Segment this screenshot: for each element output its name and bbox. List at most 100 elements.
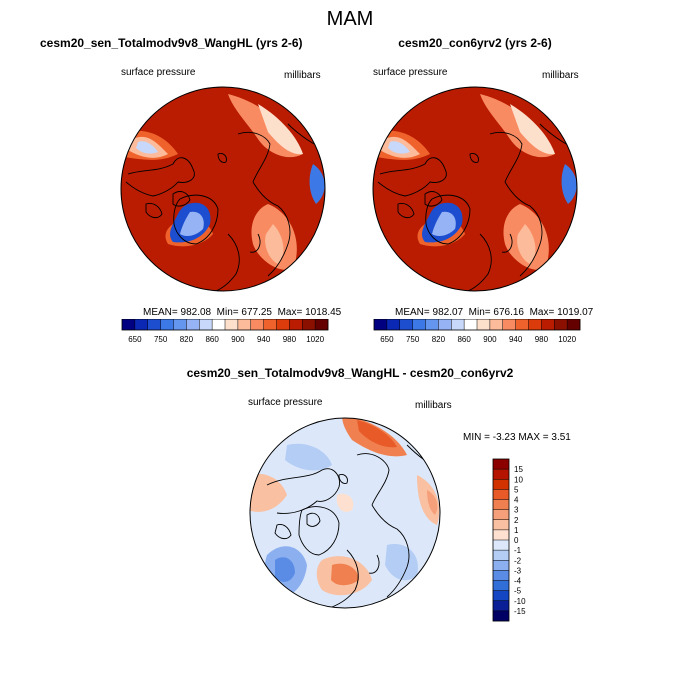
panel-3-field-positive-right-core	[427, 490, 438, 515]
panel-1-field-light	[265, 224, 284, 264]
panel-2-max-value: 1019.07	[557, 307, 594, 318]
panel-2-colorbar-swatch	[567, 319, 581, 330]
panel-1-title: cesm20_sen_Totalmodv9v8_WangHL (yrs 2-6)	[40, 36, 303, 50]
panel-1-stats: MEAN= 982.08 Min= 677.25 Max= 1018.45	[143, 307, 341, 318]
panel-1-mean-label: MEAN=	[143, 307, 178, 318]
panel-2-units-label: millibars	[542, 70, 579, 81]
panel-1-variable-label: surface pressure	[121, 67, 196, 78]
panel-1-colorbar-label: 1020	[306, 335, 324, 344]
panel-3-colorbar-label: -15	[514, 607, 526, 616]
panel-2-colorbar-swatch	[425, 319, 439, 330]
panel-3-colorbar-swatch	[493, 560, 509, 571]
panel-2-colorbar-swatch	[502, 319, 516, 330]
panel-2-colorbar-swatch	[541, 319, 555, 330]
figure-title: MAM	[326, 8, 374, 30]
panel-2-colorbar-label: 860	[457, 335, 471, 344]
panel-1-colorbar-swatch	[173, 319, 187, 330]
panel-1-colorbar-swatch	[199, 319, 213, 330]
panel-3-colorbar-label: 1	[514, 526, 519, 535]
panel-2-title: cesm20_con6yrv2 (yrs 2-6)	[398, 36, 552, 50]
panel-1-colorbar-swatch	[250, 319, 264, 330]
panel-2-min-value: 676.16	[493, 307, 524, 318]
panel-2-colorbar-swatch	[464, 319, 478, 330]
panel-3-colorbar-swatch	[493, 540, 509, 551]
panel-2-colorbar-swatch	[477, 319, 491, 330]
panel-2-colorbar-swatch	[451, 319, 465, 330]
panel-3-colorbar-swatch	[493, 550, 509, 561]
panel-3-field-slight-positive	[336, 493, 354, 512]
panel-2-map	[372, 86, 578, 292]
panel-3-field-positive-bottom-core	[331, 563, 359, 586]
panel-2-colorbar-label: 980	[535, 335, 549, 344]
panel-1-units-label: millibars	[284, 70, 321, 81]
panel-3-stats: MIN = -3.23 MAX = 3.51	[463, 432, 571, 443]
panel-1-colorbar-swatch	[147, 319, 161, 330]
panel-3-colorbar-swatch	[493, 489, 509, 500]
panel-3-colorbar-label: -5	[514, 587, 522, 596]
panel-1-coastlines	[125, 123, 319, 291]
panel-1-colorbar-swatch	[302, 319, 316, 330]
panel-3-title: cesm20_sen_Totalmodv9v8_WangHL - cesm20_…	[186, 366, 514, 380]
panel-1-field-low	[136, 141, 158, 154]
panel-2-colorbar-label: 1020	[558, 335, 576, 344]
panel-3-colorbar-swatch	[493, 590, 509, 602]
panel-1-colorbar: 650 750 820 860 900 940 980 1020	[121, 319, 329, 344]
panel-2-field-low	[388, 141, 410, 154]
panel-3-colorbar-label: -3	[514, 566, 522, 575]
panel-2-colorbar-swatch	[386, 319, 401, 330]
panel-1-colorbar-swatch	[237, 319, 252, 330]
panel-3-min-label: MIN =	[463, 432, 490, 443]
panel-2-colorbar-swatch	[438, 319, 452, 330]
panel-3-field-negative-top	[285, 443, 332, 471]
panel-3-colorbar-label: 3	[514, 506, 519, 515]
panel-2-variable-label: surface pressure	[373, 67, 448, 78]
panel-3-colorbar-label: -4	[514, 577, 522, 586]
panel-2-map-border	[372, 86, 578, 292]
panel-2-colorbar-swatch	[528, 319, 542, 330]
panel-1-colorbar-label: 860	[205, 335, 219, 344]
panel-1-field-pale	[258, 104, 303, 155]
panel-2-field-pale	[510, 104, 555, 155]
panel-3-colorbar-swatch	[493, 469, 509, 480]
panel-1-field-greenland-core	[180, 211, 204, 237]
panel-3-colorbar-swatch	[493, 479, 509, 490]
panel-1-colorbar-swatch	[315, 319, 329, 330]
panel-1-colorbar-label: 750	[154, 335, 168, 344]
panel-3-units-label: millibars	[415, 400, 452, 411]
panel-2-colorbar-label: 940	[509, 335, 523, 344]
panel-1-max-label: Max=	[277, 307, 303, 318]
panel-3-max-value: 3.51	[551, 432, 571, 443]
panel-3-field-positive-top-core	[357, 420, 397, 448]
panel-1-colorbar-swatch	[225, 319, 239, 330]
panel-3-colorbar-label: 0	[514, 536, 519, 545]
panel-3-colorbar-swatch	[493, 529, 509, 541]
panel-1-mean-value: 982.08	[180, 307, 212, 318]
panel-2-colorbar-swatch	[554, 319, 568, 330]
panel-3-colorbar-label: -2	[514, 556, 522, 565]
panel-2-colorbar: 650 750 820 860 900 940 980 1020	[373, 319, 581, 344]
panel-3-max-label: MAX =	[518, 432, 549, 443]
panel-3-min-value: -3.23	[492, 432, 516, 443]
panel-2-colorbar-swatch	[412, 319, 426, 330]
panel-2-field-greenland-core	[432, 211, 456, 237]
panel-1-colorbar-label: 900	[231, 335, 245, 344]
panel-3-colorbar-label: -10	[514, 597, 526, 606]
panel-1-map	[120, 86, 326, 292]
panel-1-colorbar-label: 820	[180, 335, 194, 344]
panel-1-colorbar-label: 650	[128, 335, 142, 344]
panel-3-variable-label: surface pressure	[248, 397, 323, 408]
panel-2-field-background	[373, 87, 577, 291]
panel-1-field-low-edge	[309, 164, 325, 204]
panel-2-colorbar-swatch	[515, 319, 529, 330]
panel-2-colorbar-label: 900	[483, 335, 497, 344]
panel-3-colorbar-swatch	[493, 600, 509, 612]
panel-1-colorbar-swatch	[134, 319, 149, 330]
panel-1-colorbar-label: 980	[283, 335, 297, 344]
panel-2-mean-value: 982.07	[432, 307, 464, 318]
panel-3-colorbar-label: -1	[514, 546, 522, 555]
panel-3-colorbar-swatch	[493, 459, 509, 470]
panel-1-colorbar-swatch	[276, 319, 290, 330]
panel-1-colorbar-swatch	[263, 319, 277, 330]
panel-3-colorbar-label: 15	[514, 465, 523, 474]
panel-3-field-negative-right	[385, 544, 418, 581]
